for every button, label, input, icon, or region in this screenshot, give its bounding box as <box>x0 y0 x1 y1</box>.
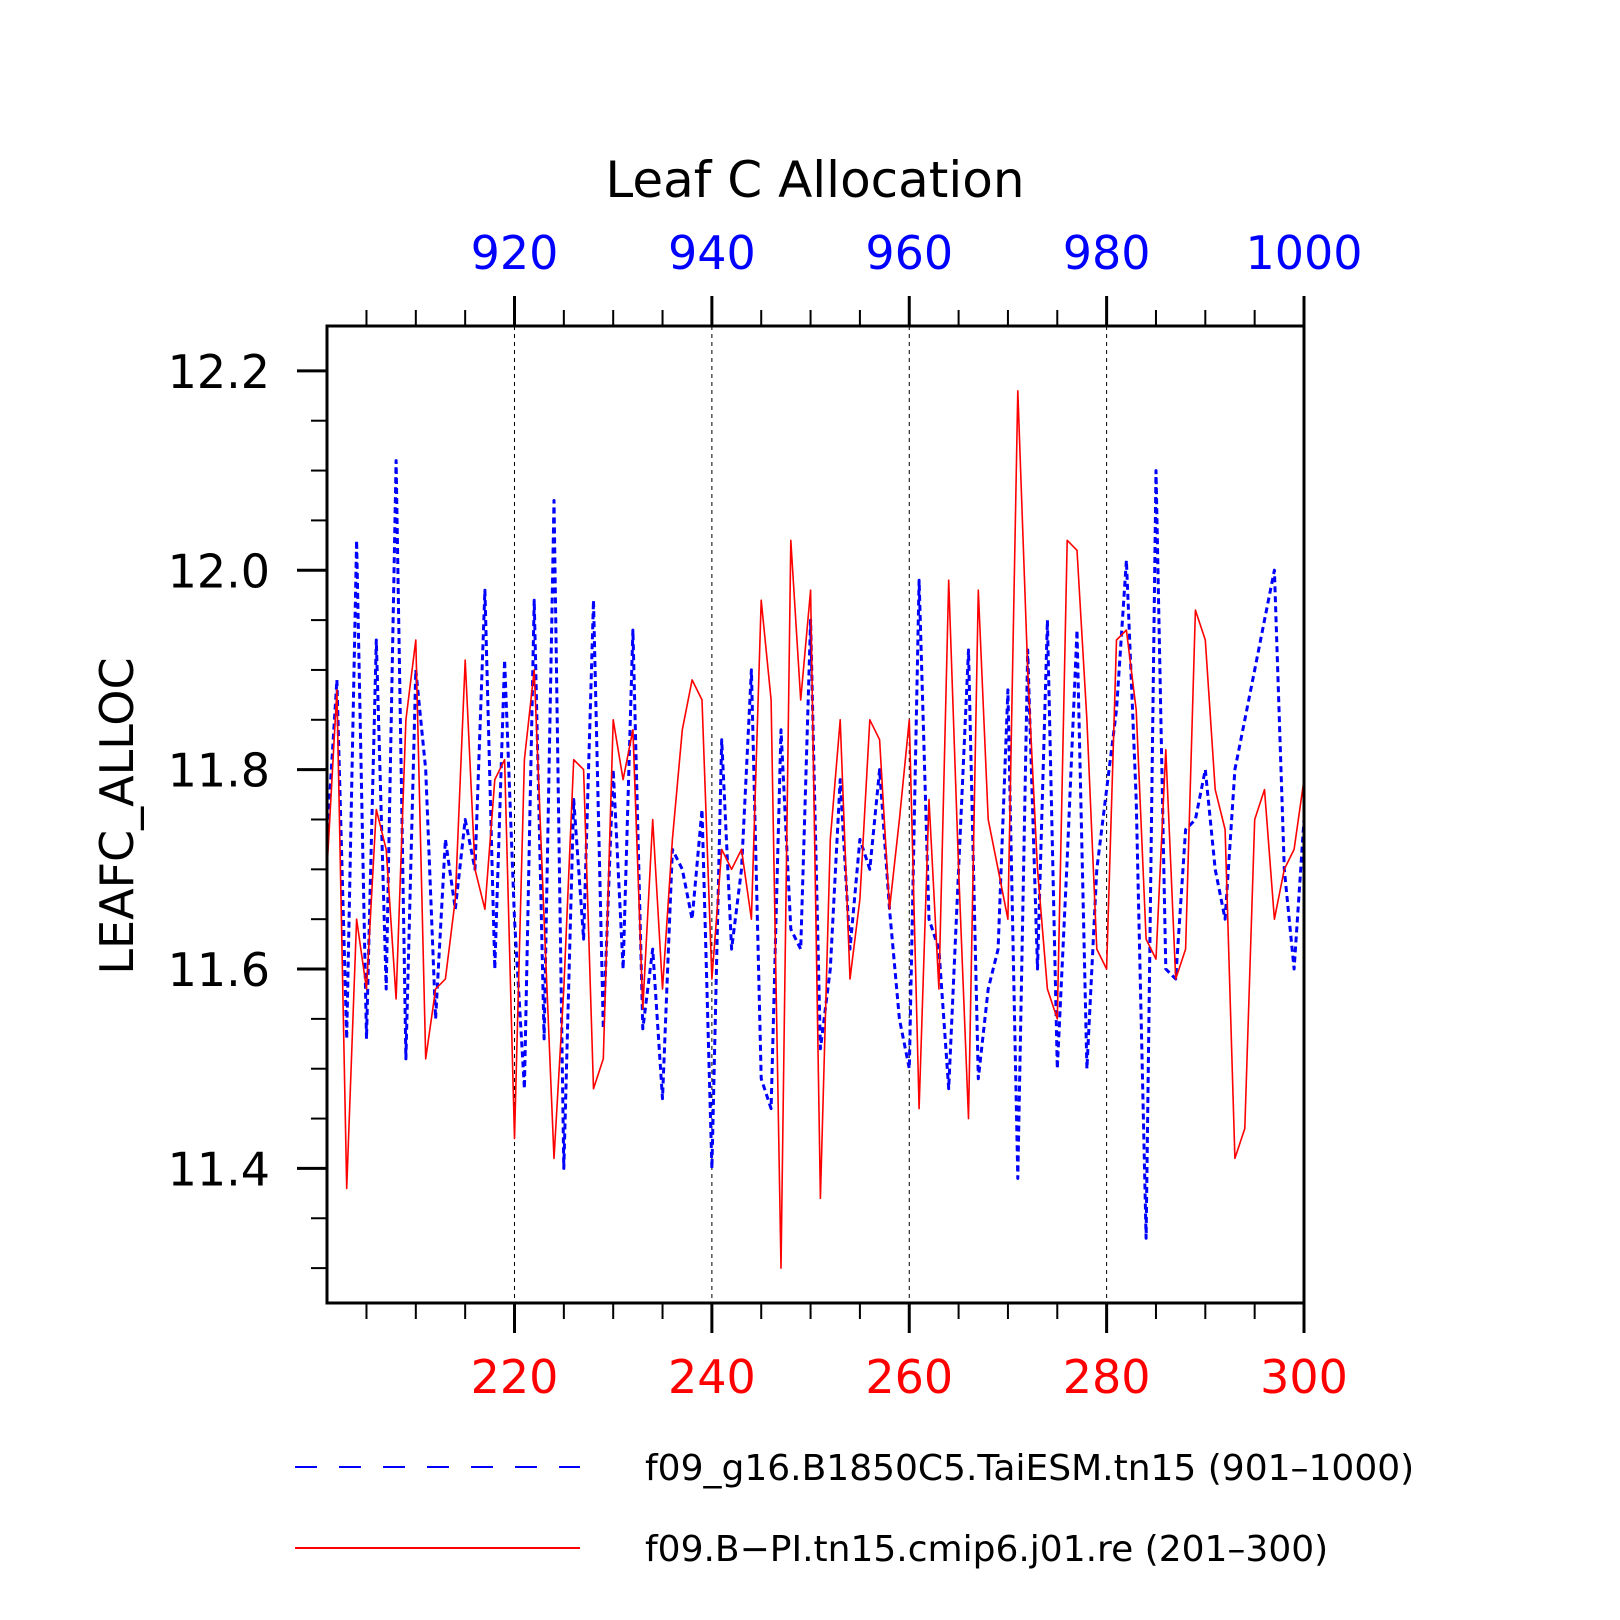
legend-label: f09.B−PI.tn15.cmip6.j01.re (201–300) <box>645 1529 1328 1570</box>
grid-lines <box>514 326 1108 1303</box>
x-top-tick-label: 1000 <box>1245 226 1362 280</box>
x-top-tick-label: 980 <box>1063 226 1151 280</box>
series-group <box>325 389 1306 1269</box>
plot-frame <box>325 324 1306 1305</box>
y-tick-label: 11.6 <box>168 943 270 997</box>
x-bottom-tick-label: 280 <box>1063 1350 1151 1404</box>
chart-title: Leaf C Allocation <box>605 151 1024 209</box>
x-bottom-tick-label: 260 <box>865 1350 953 1404</box>
y-axis-label: LEAFC_ALLOC <box>90 657 144 974</box>
x-top-tick-label: 940 <box>668 226 756 280</box>
x-bottom-tick-label: 220 <box>471 1350 559 1404</box>
y-tick-label: 12.2 <box>168 345 270 399</box>
axes: 220 240 260 280 300 920 940 960 980 1000 11.4 11.6 1… <box>168 226 1363 1404</box>
y-tick-label: 11.4 <box>168 1142 270 1196</box>
series-line-blue <box>325 459 1306 1240</box>
x-top-tick-label: 960 <box>865 226 953 280</box>
x-bottom-tick-label: 300 <box>1260 1350 1348 1404</box>
legend-label: f09_g16.B1850C5.TaiESM.tn15 (901–1000) <box>645 1448 1414 1489</box>
y-tick-label: 12.0 <box>168 544 270 598</box>
legend: f09_g16.B1850C5.TaiESM.tn15 (901–1000) f0… <box>295 1448 1414 1570</box>
x-bottom-tick-label: 240 <box>668 1350 756 1404</box>
series-line-red <box>326 389 1305 1269</box>
y-tick-label: 11.8 <box>168 744 270 798</box>
x-top-tick-label: 920 <box>471 226 559 280</box>
